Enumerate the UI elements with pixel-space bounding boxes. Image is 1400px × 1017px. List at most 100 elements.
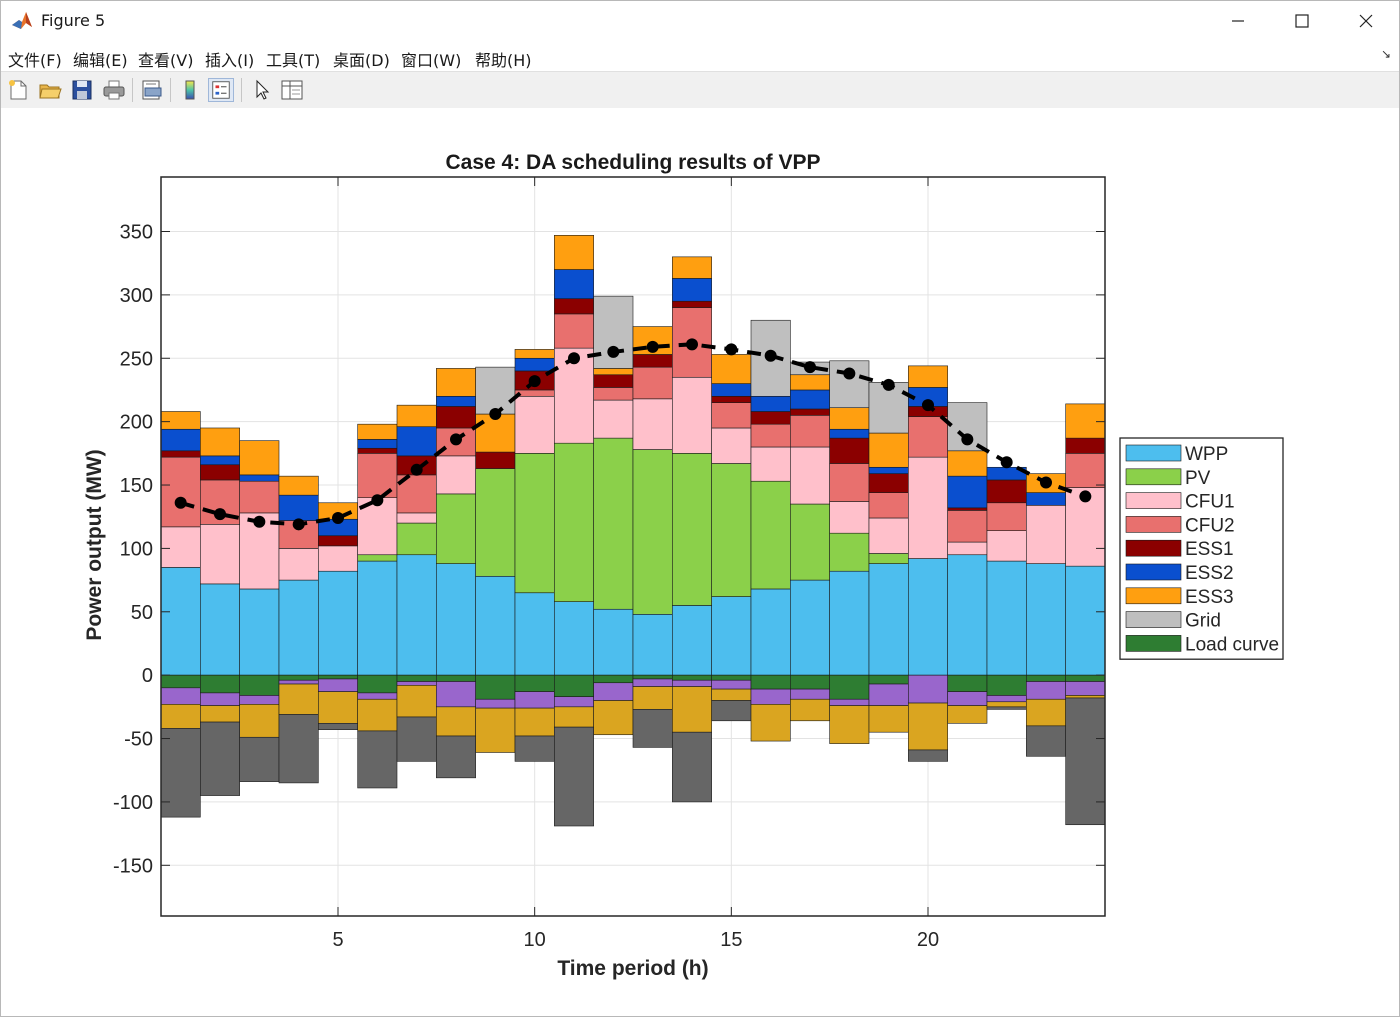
edit-plot-arrow-icon[interactable] [248,78,274,102]
bar-storage-charge [829,705,870,744]
bar-grid [475,366,516,415]
bar-pv [593,437,634,610]
property-inspector-icon[interactable] [279,78,305,102]
print-preview-icon[interactable] [139,78,165,102]
bar-ess2 [357,439,398,449]
menu-view[interactable]: 查看(V) [138,51,194,70]
bar-ess3 [672,256,712,279]
load-point [686,338,698,351]
bar-ess2 [160,428,201,452]
bar-flexible-load [160,687,201,705]
menu-bar: 文件(F) 编辑(E) 查看(V) 插入(I) 工具(T) 桌面(D) 窗口(W… [1,43,1399,70]
menu-insert[interactable]: 插入(I) [205,51,255,70]
legend-swatch [1125,516,1182,533]
title-bar[interactable]: Figure 5 [1,1,1399,41]
bar-cfu2 [711,402,752,429]
bar-ess3 [278,475,319,496]
bar-flexible-load [357,692,398,700]
minimize-button[interactable] [1206,1,1270,41]
bar-wpp [160,567,201,676]
bar-ess1 [1065,437,1106,454]
bar-storage-charge [908,702,948,751]
bar-ess2 [750,395,791,412]
bar-cfu1 [829,501,870,534]
bar-load-curve [947,674,988,692]
bar-cfu2 [160,456,201,528]
legend-swatch [1125,611,1182,628]
load-point [450,433,462,446]
bar-pv [868,553,909,564]
menu-desktop[interactable]: 桌面(D) [333,51,390,70]
menu-window[interactable]: 窗口(W) [401,51,462,70]
bar-ess1 [200,464,240,481]
bar-ess3 [1065,403,1106,439]
bar-cfu1 [278,548,319,581]
bar-ess2 [239,474,280,482]
bar-storage-charge [278,683,319,715]
save-icon[interactable] [69,78,95,102]
bar-cfu2 [593,387,634,401]
y-axis-label: Power output (MW) [83,449,106,640]
bar-storage-charge [790,698,830,722]
bar-storage-charge [711,688,752,701]
bar-flexible-load [436,681,476,708]
bar-storage-charge [750,704,791,742]
legend-label: ESS3 [1185,587,1234,608]
bar-ess2 [711,383,752,397]
open-folder-icon[interactable] [37,78,63,102]
legend-icon[interactable] [208,78,234,102]
menu-edit[interactable]: 编辑(E) [73,51,128,70]
legend-swatch [1125,539,1182,557]
menu-overflow-icon[interactable]: ↘ [1380,47,1391,61]
bar-ess1 [475,451,516,469]
bar-ess2 [554,269,594,299]
colorbar-icon[interactable] [177,78,203,102]
legend-swatch [1125,587,1182,605]
bar-pv [829,532,870,572]
bar-pv [475,468,516,577]
load-point [961,433,974,446]
load-point [410,463,423,476]
bar-cfu1 [790,446,830,505]
bar-cfu1 [632,398,673,450]
bar-ess3 [514,349,555,359]
bar-ess2 [829,428,870,439]
menu-tools[interactable]: 工具(T) [266,51,321,70]
new-figure-icon[interactable] [5,78,31,102]
bar-flexible-load [1065,681,1106,696]
bar-pv [396,522,437,556]
bar-flexible-load [318,678,358,692]
y-tick-label: 350 [120,222,153,244]
bar-ess1 [711,395,752,403]
bar-cfu2 [790,415,830,448]
bar-wpp [711,596,752,676]
bar-ess1 [593,374,634,388]
bar-wpp [357,560,398,676]
bar-storage-charge [1026,698,1066,727]
bar-storage-charge [318,691,358,724]
bar-storage-charge [239,704,280,738]
menu-help[interactable]: 帮助(H) [475,51,532,70]
bar-flexible-load [908,674,948,704]
bar-wpp [318,570,358,676]
bar-flexible-load [986,695,1027,703]
legend-label: Load curve [1185,634,1279,655]
menu-file[interactable]: 文件(F) [8,51,62,70]
close-button[interactable] [1334,1,1398,41]
bar-flexible-load [632,678,673,687]
maximize-button[interactable] [1270,1,1334,41]
y-tick-label: 300 [120,285,153,307]
bar-reserve [160,728,201,818]
bar-reserve [1026,725,1066,757]
y-tick-label: -50 [124,729,153,751]
print-icon[interactable] [101,78,127,102]
close-icon [1359,14,1373,28]
bar-ess2 [278,494,319,521]
bar-cfu2 [632,366,673,400]
bar-load-curve [514,674,555,692]
bar-flexible-load [200,692,240,706]
load-point [1079,490,1092,503]
bar-load-curve [672,674,712,681]
bar-wpp [396,554,437,676]
